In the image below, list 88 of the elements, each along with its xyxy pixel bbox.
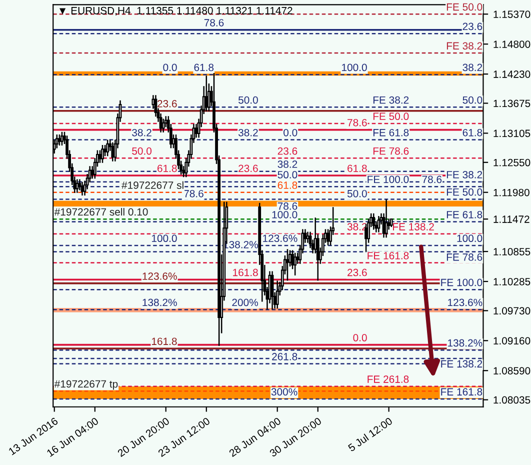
annotation: 61.8 — [462, 128, 482, 136]
annotation: 138.2% — [224, 240, 258, 248]
y-tick-label: 1.14230 — [494, 70, 530, 78]
annotation: 50.0 — [462, 96, 482, 104]
candlestick — [294, 252, 297, 276]
annotation: 78.6 — [422, 176, 442, 184]
candlestick — [276, 280, 279, 310]
candlestick — [60, 131, 64, 146]
annotation: 123.6% — [263, 234, 298, 242]
annotation: FE 61.8 — [446, 210, 482, 218]
y-tick-label: 1.13675 — [494, 100, 530, 108]
candlestick — [106, 139, 110, 157]
annotation: 123.6% — [142, 272, 177, 280]
annotation: 100.0 — [152, 234, 177, 242]
candlestick — [101, 144, 104, 164]
annotation: 123.6% — [448, 298, 482, 306]
annotation: FE 50.0 — [446, 188, 482, 196]
annotation: #19722677 tp — [54, 380, 118, 390]
annotation: FE 161.8 — [441, 388, 482, 396]
annotation: FE 138.2 — [441, 360, 482, 368]
annotation: FE 38.2 — [373, 96, 409, 104]
annotation: 61.8 — [158, 164, 177, 172]
annotation: 0.0 — [163, 64, 177, 72]
annotation: 38.2 — [278, 160, 298, 168]
y-tick-label: 1.10855 — [494, 248, 530, 256]
annotation: 23.6 — [462, 22, 482, 30]
candlestick — [372, 212, 376, 230]
y-tick-label: 1.13105 — [494, 130, 530, 138]
candlestick — [377, 215, 380, 233]
annotation: 78.6 — [184, 190, 204, 198]
annotation: 138.2% — [448, 339, 482, 347]
annotation: 23.6 — [348, 268, 367, 276]
annotation: 261.8 — [272, 352, 298, 360]
y-tick-label: 1.10285 — [494, 278, 530, 286]
annotation: 23.6 — [158, 100, 177, 108]
annotation: 23.6 — [278, 147, 298, 155]
annotation: FE 261.8 — [368, 376, 409, 383]
annotation: 200% — [232, 298, 258, 306]
annotation: FE 50.0 — [446, 3, 482, 11]
candlestick — [58, 134, 61, 146]
annotation: 23.6 — [238, 164, 258, 172]
annotation: 0.0 — [353, 334, 367, 342]
y-tick-label: 1.09730 — [494, 307, 530, 315]
y-tick-label: 1.11980 — [494, 188, 530, 196]
annotation: FE 161.8 — [368, 252, 409, 260]
candlestick — [326, 228, 330, 246]
candlestick — [286, 248, 289, 282]
annotation: 100.0 — [342, 64, 367, 72]
annotation: 61.8 — [194, 64, 214, 72]
annotation: 138.2% — [142, 298, 177, 306]
y-tick-label: 1.08590 — [494, 367, 530, 374]
annotation: 50.0 — [347, 190, 367, 198]
y-tick-label: 1.14800 — [494, 40, 530, 48]
annotation: 38.2 — [238, 128, 258, 136]
annotation: 100.0 — [272, 210, 298, 218]
annotation: #19722677 sl — [122, 181, 184, 189]
annotation: 161.8 — [152, 338, 177, 346]
y-tick-label: 1.15370 — [494, 10, 530, 18]
annotation: FE 78.6 — [373, 147, 409, 155]
annotation: 50.0 — [278, 171, 298, 178]
y-tick-label: 1.11472 — [494, 216, 530, 223]
annotation: FE 100.0 — [441, 278, 482, 286]
annotation: FE 38.2 — [446, 171, 482, 178]
annotation: 78.6 — [278, 202, 298, 210]
candlestick — [80, 181, 84, 196]
annotation: 50.0 — [132, 147, 152, 155]
y-tick-label: 1.08035 — [494, 396, 530, 404]
annotation: 100.0 — [457, 234, 482, 242]
annotation: #19722677 sell 0.10 — [54, 208, 148, 216]
annotation: 38.2 — [132, 128, 152, 136]
annotation: FE 61.8 — [373, 128, 409, 136]
annotation: 78.6 — [348, 118, 367, 126]
y-tick-label: 1.09160 — [494, 337, 530, 345]
annotation: 0.0 — [284, 128, 298, 136]
annotation: FE 100.0 — [368, 176, 409, 184]
annotation: FE 138.2 — [393, 223, 434, 230]
annotation: FE 50.0 — [373, 112, 409, 120]
annotation: FE 78.6 — [446, 253, 482, 261]
y-tick-label: 1.12550 — [494, 158, 530, 166]
annotation: 78.6 — [204, 19, 224, 26]
annotation: 38.2 — [462, 64, 482, 72]
annotation: 161.8 — [233, 268, 258, 276]
annotation: 61.8 — [278, 182, 298, 189]
annotation: FE 38.2 — [446, 42, 482, 50]
candlestick — [76, 178, 79, 194]
annotation: 300% — [271, 388, 298, 396]
annotation: 50.0 — [238, 96, 258, 104]
annotation: 61.8 — [348, 164, 367, 172]
